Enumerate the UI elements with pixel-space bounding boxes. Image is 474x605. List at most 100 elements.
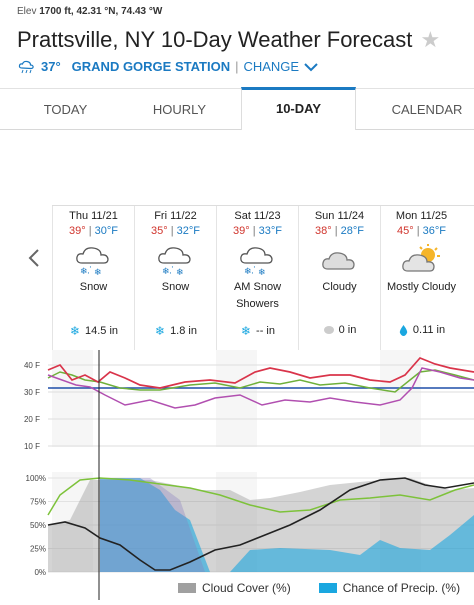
snowflake-icon: ❄ (155, 324, 166, 338)
lo-temp: 33°F (258, 225, 282, 237)
hi-temp: 39° (69, 225, 86, 237)
tab-10-day[interactable]: 10-DAY (241, 87, 356, 130)
svg-text:❄: ❄ (176, 268, 184, 277)
svg-text:·: · (171, 263, 174, 273)
cloud-y-tick: 0% (34, 568, 46, 577)
previous-days-arrow[interactable] (28, 244, 40, 275)
tab-today[interactable]: TODAY (43, 102, 88, 117)
day-name: Sat 11/23 (234, 210, 281, 222)
precip-value: -- in (256, 325, 275, 337)
elevation-coordinates: Elev 1700 ft, 42.31 °N, 74.43 °W (17, 6, 162, 17)
elev-label: Elev (17, 6, 37, 17)
cloud-y-tick: 100% (26, 474, 46, 483)
chevron-down-icon[interactable] (304, 62, 318, 72)
legend-precip-chance: Chance of Precip. (%) (342, 581, 461, 595)
precip-amount: 0.11 in (381, 324, 463, 336)
hourly-charts: 40 F 30 F 20 F 10 F 100% 75% 50% 25% 0% (0, 340, 474, 600)
precip-amount: ❄ -- in (217, 324, 299, 338)
day-name: Sun 11/24 (314, 210, 365, 222)
station-name[interactable]: GRAND GORGE STATION (71, 59, 231, 74)
precip-amount: 0 in (299, 324, 381, 336)
day-temps: 39° | 33°F (233, 225, 282, 237)
condition-text: Snow (161, 281, 190, 293)
lo-temp: 30°F (94, 225, 118, 237)
svg-text:❄: ❄ (162, 267, 170, 277)
precip-amount: ❄ 14.5 in (53, 324, 135, 338)
hi-temp: 45° (397, 225, 414, 237)
precip-value: 14.5 in (85, 325, 119, 337)
svg-text:·: · (89, 263, 92, 273)
precip-amount: ❄ 1.8 in (135, 324, 217, 338)
page-title-row: Prattsville, NY 10-Day Weather Forecast … (17, 27, 440, 53)
elev-value: 1700 ft, (39, 6, 74, 17)
hi-temp: 35° (151, 225, 168, 237)
temperature-cloud-chart: 40 F 30 F 20 F 10 F 100% 75% 50% 25% 0% (24, 340, 474, 600)
lo-temp: 28°F (340, 225, 364, 237)
snowflake-icon: ❄ (240, 324, 252, 338)
svg-text:·: · (253, 263, 256, 273)
precip-value: 0 in (338, 324, 357, 336)
day-name: Thu 11/21 (69, 210, 118, 222)
favorite-star-icon[interactable]: ★ (420, 27, 441, 52)
cloud-y-tick: 25% (30, 545, 46, 554)
day-column[interactable]: Thu 11/21 39° | 30°F ❄ · ❄ · Snow ❄ 14.5 in (52, 206, 134, 356)
condition-text: Cloudy (322, 281, 357, 293)
svg-text:❄: ❄ (94, 268, 102, 277)
svg-text:❄: ❄ (80, 267, 88, 277)
svg-text:·: · (87, 269, 90, 277)
lo-temp: 36°F (422, 225, 446, 237)
day-column[interactable]: Sat 11/23 39° | 33°F ❄ · ❄ · AM Snow Showers ❄ -… (216, 206, 298, 356)
temp-y-tick: 10 F (24, 442, 40, 451)
day-temps: 38° | 28°F (315, 225, 364, 237)
chevron-left-icon[interactable] (28, 248, 40, 268)
precip-value: 1.8 in (170, 325, 197, 337)
cloud-snow-icon (18, 60, 34, 73)
temp-y-tick: 20 F (24, 415, 40, 424)
tab-hourly[interactable]: HOURLY (152, 102, 207, 117)
day-temps: 45° | 36°F (397, 225, 446, 237)
station-row: 37° GRAND GORGE STATION | CHANGE (18, 59, 318, 74)
current-temp: 37° (41, 59, 61, 74)
chart-legend: Cloud Cover (%) Chance of Precip. (%) (178, 581, 460, 595)
sun-cloud-icon (401, 244, 440, 272)
cloud-cover-swatch (178, 583, 196, 593)
lo-temp: 32°F (176, 225, 200, 237)
temp-y-tick: 40 F (24, 361, 40, 370)
condition-text: Snow (79, 281, 108, 293)
day-name: Mon 11/25 (395, 210, 448, 222)
coordinates: 42.31 °N, 74.43 °W (76, 6, 163, 17)
page-title: Prattsville, NY 10-Day Weather Forecast (17, 27, 413, 52)
day-temps: 35° | 32°F (151, 225, 200, 237)
day-temps: 39° | 30°F (69, 225, 118, 237)
day-column[interactable]: Sun 11/24 38° | 28°F Cloudy 0 in (298, 206, 380, 356)
tab-calendar[interactable]: CALENDAR (391, 102, 463, 117)
svg-text:❄: ❄ (244, 267, 252, 277)
day-column[interactable]: Mon 11/25 45° | 36°F Mostly Cloudy 0.11 in (380, 206, 462, 356)
separator: | (235, 59, 239, 74)
cloud-y-tick: 50% (30, 521, 46, 530)
precip-value: 0.11 in (412, 324, 446, 336)
day-forecast-strip: Thu 11/21 39° | 30°F ❄ · ❄ · Snow ❄ 14.5 in Fri 1… (52, 205, 474, 356)
condition-text: Mostly Cloudy (386, 281, 457, 293)
cloud-icon (321, 252, 355, 270)
day-name: Fri 11/22 (154, 210, 197, 222)
hi-temp: 38° (315, 225, 332, 237)
condition-text: AM Snow Showers (233, 281, 282, 310)
snowflake-icon: ❄ (69, 324, 81, 338)
legend-cloud-cover: Cloud Cover (%) (202, 581, 291, 595)
raindrop-icon (399, 324, 408, 336)
svg-text:❄: ❄ (258, 268, 266, 277)
snow-icon: ❄ · ❄· (239, 247, 273, 277)
day-column[interactable]: Fri 11/22 35° | 32°F ❄ · ❄ · Snow ❄ 1.8 in (134, 206, 216, 356)
temp-y-tick: 30 F (24, 388, 40, 397)
snow-icon: ❄ · ❄· (157, 247, 191, 277)
svg-text:·: · (169, 269, 172, 277)
cloud-y-tick: 75% (30, 498, 46, 507)
change-station-link[interactable]: CHANGE (243, 59, 300, 74)
raindrop-icon (323, 326, 334, 334)
hi-temp: 39° (233, 225, 250, 237)
snow-icon: ❄ · ❄· (75, 247, 109, 277)
precip-swatch (318, 583, 337, 593)
svg-text:·: · (251, 269, 254, 277)
forecast-tabs: TODAY HOURLY 10-DAY CALENDAR (0, 87, 474, 130)
